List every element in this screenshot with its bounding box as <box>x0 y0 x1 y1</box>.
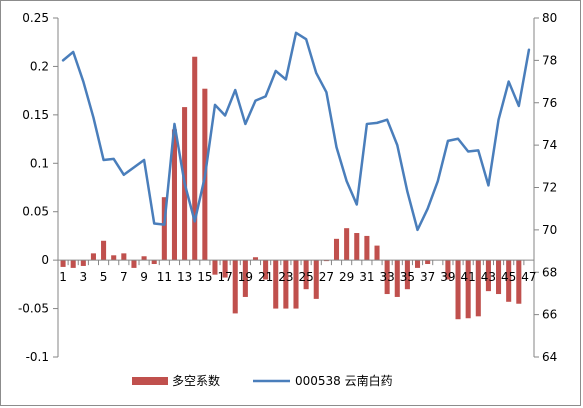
x-tick-label: 43 <box>481 270 496 284</box>
x-tick-label: 33 <box>380 270 395 284</box>
x-tick-label: 29 <box>339 270 354 284</box>
bar-5 <box>101 240 107 261</box>
x-tick-label: 35 <box>400 270 415 284</box>
bar-2 <box>70 260 76 268</box>
bar-30 <box>354 233 360 261</box>
bar-19 <box>242 260 248 297</box>
bar-3 <box>80 260 86 266</box>
bar-46 <box>516 260 522 304</box>
line-series <box>61 31 531 232</box>
left-tick-label: 0.25 <box>22 11 49 25</box>
x-tick-label: 17 <box>217 270 232 284</box>
bar-7 <box>121 253 127 261</box>
bar-12 <box>171 129 177 261</box>
x-tick-label: 39 <box>440 270 455 284</box>
right-tick-label: 72 <box>542 181 557 195</box>
right-tick-label: 80 <box>542 11 557 25</box>
right-tick-label: 66 <box>542 308 557 322</box>
bar-10 <box>151 260 157 265</box>
x-tick-label: 27 <box>319 270 334 284</box>
bar-42 <box>475 260 481 317</box>
bar-44 <box>496 260 502 295</box>
price-line <box>61 31 531 232</box>
left-tick-label: 0 <box>41 253 49 267</box>
x-tick-label: 19 <box>238 270 253 284</box>
right-tick-label: 68 <box>542 265 557 279</box>
legend-swatch-bar <box>132 377 168 385</box>
bar-37 <box>425 260 431 265</box>
left-tick-label: -0.1 <box>26 350 49 364</box>
x-tick-label: 45 <box>501 270 516 284</box>
bar-11 <box>161 197 167 261</box>
bar-39 <box>445 260 451 280</box>
bar-45 <box>506 260 512 302</box>
right-tick-label: 78 <box>542 53 557 67</box>
bar-40 <box>455 260 461 320</box>
right-tick-label: 74 <box>542 138 557 152</box>
bar-22 <box>273 260 279 309</box>
bar-17 <box>222 260 228 278</box>
bar-4 <box>90 253 96 261</box>
legend: 多空系数 000538 云南白药 <box>132 373 393 388</box>
bar-41 <box>465 260 471 319</box>
left-axis-labels: -0.1 -0.05 0 0.05 0.1 0.15 0.2 0.25 <box>18 11 49 364</box>
left-tick-label: 0.1 <box>30 156 49 170</box>
x-tick-label: 13 <box>177 270 192 284</box>
bar-26 <box>313 260 319 299</box>
bar-6 <box>111 255 117 261</box>
x-tick-label: 15 <box>197 270 212 284</box>
bar-29 <box>344 228 350 261</box>
x-tick-label: 1 <box>59 270 67 284</box>
legend-label-line: 000538 云南白药 <box>295 373 393 388</box>
right-tick-label: 64 <box>542 350 557 364</box>
x-tick-label: 31 <box>359 270 374 284</box>
bar-21 <box>263 260 269 280</box>
x-tick-label: 37 <box>420 270 435 284</box>
bar-35 <box>404 260 410 290</box>
right-axis-labels: 64 66 68 70 72 74 76 78 80 <box>542 11 557 364</box>
x-axis-labels: 1 3 5 7 9 11 13 15 17 19 21 23 25 27 29 31 33 35 37 39 41 43 4… <box>59 270 536 284</box>
bar-24 <box>293 260 299 309</box>
right-tick-label: 76 <box>542 96 557 110</box>
bar-33 <box>384 260 390 295</box>
left-tick-label: -0.05 <box>18 302 49 316</box>
x-tick-label: 47 <box>521 270 536 284</box>
left-tick-label: 0.2 <box>30 59 49 73</box>
x-tick-label: 3 <box>79 270 87 284</box>
bar-9 <box>141 256 147 261</box>
bar-16 <box>212 260 218 275</box>
x-tick-label: 21 <box>258 270 273 284</box>
tick-marks <box>53 17 539 358</box>
x-tick-label: 11 <box>157 270 172 284</box>
x-tick-label: 7 <box>120 270 128 284</box>
x-tick-label: 41 <box>461 270 476 284</box>
bar-28 <box>333 238 340 261</box>
bar-18 <box>232 260 238 314</box>
bar-1 <box>60 260 66 267</box>
left-tick-label: 0.15 <box>22 108 49 122</box>
bar-31 <box>364 235 370 261</box>
bar-32 <box>374 245 380 261</box>
x-tick-label: 25 <box>298 270 313 284</box>
bar-25 <box>303 260 309 290</box>
x-tick-label: 23 <box>278 270 293 284</box>
bar-34 <box>394 260 400 297</box>
legend-label-bar: 多空系数 <box>172 373 220 388</box>
bar-14 <box>192 56 198 261</box>
bar-36 <box>415 260 421 268</box>
bar-23 <box>283 260 289 309</box>
left-tick-label: 0.05 <box>22 205 49 219</box>
x-tick-label: 5 <box>100 270 108 284</box>
x-tick-label: 9 <box>140 270 148 284</box>
right-tick-label: 70 <box>542 223 557 237</box>
bar-20 <box>252 257 259 261</box>
bar-43 <box>485 260 491 292</box>
bar-8 <box>131 260 137 268</box>
